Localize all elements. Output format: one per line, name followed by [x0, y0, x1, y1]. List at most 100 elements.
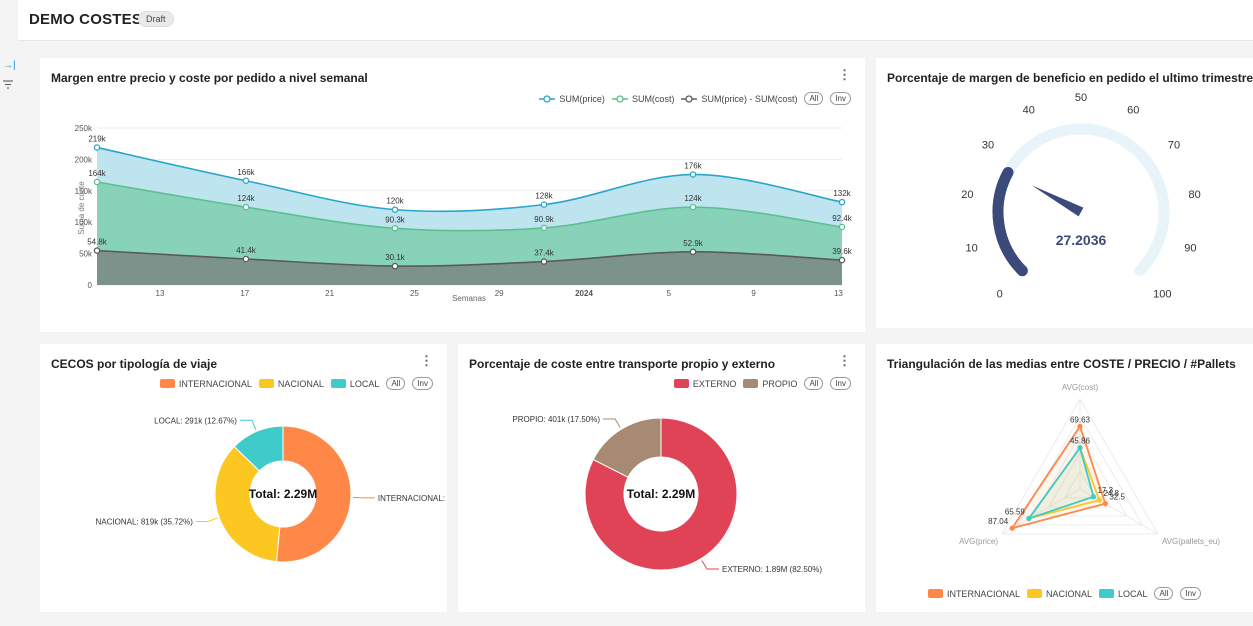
data-label: 120k: [386, 197, 404, 206]
radar-chart: AVG(cost) AVG(pallets_eu) AVG(price) 69.63 3…: [959, 383, 1220, 546]
legend-swatch: [330, 379, 346, 388]
y-tick-label: 200k: [75, 155, 93, 164]
radar-data-label: 24.8: [1103, 489, 1119, 498]
radar-grid-ring: [1032, 433, 1128, 517]
series-area-2: [97, 250, 842, 285]
legend-item-externo[interactable]: EXTERNO: [673, 379, 736, 389]
radar-data-label: 87.04: [988, 517, 1009, 526]
radar-point: [1077, 423, 1083, 429]
filter-icon[interactable]: [3, 80, 13, 89]
y-tick-label: 150k: [75, 187, 93, 196]
data-label: 219k: [88, 134, 106, 143]
legend-all-button[interactable]: All: [804, 92, 824, 105]
legend-all-button[interactable]: All: [1154, 587, 1174, 600]
legend-all-button[interactable]: All: [386, 377, 406, 390]
gauge-tick-label: 80: [1188, 189, 1200, 201]
legend-item-local[interactable]: LOCAL: [1098, 589, 1147, 599]
x-tick-label: 2024: [575, 289, 593, 298]
data-point: [93, 247, 101, 254]
donut-slice-propio: [592, 417, 662, 478]
radar-data-label: 45.86: [1070, 437, 1091, 446]
radar-grid-ring: [1047, 451, 1113, 508]
chart-legend: INTERNACIONAL NACIONAL LOCAL All Inv: [876, 587, 1253, 600]
data-label: 90.3k: [385, 215, 406, 224]
legend-label: NACIONAL: [277, 378, 324, 389]
legend-item-nacional[interactable]: NACIONAL: [1026, 589, 1092, 599]
legend-invert-button[interactable]: Inv: [1180, 587, 1202, 600]
legend-invert-button[interactable]: Inv: [830, 377, 851, 390]
radar-point: [1009, 525, 1015, 531]
radar-point: [1096, 497, 1102, 503]
legend-item-price[interactable]: SUM(price): [539, 94, 605, 104]
slice-label: PROPIO: 401k (17.50%): [512, 415, 600, 424]
radar-axis-label: AVG(pallets_eu): [1162, 537, 1220, 546]
radar-axis-label: AVG(price): [959, 537, 998, 546]
radar-point: [1090, 494, 1097, 500]
legend-swatch: [673, 379, 689, 388]
legend-item-propio[interactable]: PROPIO: [743, 379, 797, 389]
donut-slice-internacional: [275, 425, 352, 563]
legend-item-cost[interactable]: SUM(cost): [611, 94, 674, 104]
more-options-icon[interactable]: ⋮: [420, 353, 433, 368]
data-label: 124k: [684, 194, 702, 203]
legend-invert-button[interactable]: Inv: [830, 92, 851, 105]
legend-item-nacional[interactable]: NACIONAL: [258, 378, 324, 389]
data-point: [540, 224, 548, 232]
chart-panel-gauge: Porcentaje de margen de beneficio en ped…: [876, 58, 1253, 328]
data-label: 41.4k: [236, 246, 257, 255]
data-label: 90.9k: [534, 215, 555, 224]
data-point: [689, 171, 697, 178]
x-tick-label: 29: [495, 289, 504, 298]
data-label: 52.9k: [683, 239, 704, 248]
data-point: [689, 203, 697, 211]
chart-legend: EXTERNO PROPIO All Inv: [673, 377, 851, 390]
gauge-tick-label: 0: [997, 288, 1003, 300]
slice-label: NACIONAL: 819k (35.72%): [96, 518, 194, 527]
legend-label: INTERNACIONAL: [178, 378, 252, 389]
data-point: [540, 258, 548, 265]
radar-series-local: [1026, 445, 1095, 521]
series-line-1: [96, 181, 843, 232]
panel-title: Porcentaje de coste entre transporte pro…: [469, 357, 776, 371]
data-point: [689, 248, 697, 256]
expand-icon[interactable]: →|: [3, 60, 16, 71]
more-options-icon[interactable]: ⋮: [838, 353, 851, 368]
legend-item-margin[interactable]: SUM(price) - SUM(cost): [681, 94, 797, 104]
chart-panel-transporte: Porcentaje de coste entre transporte pro…: [458, 344, 865, 612]
slice-label: EXTERNO: 1.89M (82.50%): [722, 565, 822, 574]
panel-title: Margen entre precio y coste por pedido a…: [51, 71, 368, 85]
legend-item-internacional[interactable]: INTERNACIONAL: [927, 589, 1020, 599]
legend-swatch: [159, 379, 175, 388]
donut-center-label: Total: 2.29M: [249, 487, 317, 501]
donut-center-label: Total: 2.29M: [627, 487, 695, 501]
data-label: 124k: [237, 194, 255, 203]
more-options-icon[interactable]: ⋮: [838, 67, 851, 82]
y-tick-label: 250k: [75, 124, 93, 133]
label-leader-line: [701, 560, 719, 570]
legend-all-button[interactable]: All: [804, 377, 824, 390]
legend-invert-button[interactable]: Inv: [412, 377, 433, 390]
data-point: [242, 255, 250, 263]
radar-point: [1026, 515, 1032, 522]
gauge-needle: [1031, 185, 1084, 217]
data-point: [242, 177, 250, 185]
legend-item-local[interactable]: LOCAL: [330, 379, 379, 389]
data-label: 164k: [88, 169, 106, 178]
x-tick-label: 5: [667, 289, 672, 298]
gauge-value: 27.2036: [1056, 232, 1107, 248]
donut-chart: INTERNACIONAL: 1.18... NACIONAL: 819k (35…: [96, 416, 447, 563]
legend-swatch: [1026, 589, 1042, 598]
gauge-tick-label: 20: [961, 189, 973, 201]
y-tick-label: 100k: [75, 218, 93, 227]
gauge-progress: [992, 166, 1028, 277]
radar-point: [1077, 445, 1083, 451]
chart-panel-radar: Triangulación de las medias entre COSTE …: [876, 344, 1253, 612]
data-label: 128k: [535, 192, 553, 201]
gauge-tick-label: 40: [1023, 105, 1035, 117]
radar-grid-ring: [1063, 469, 1097, 499]
legend-swatch: [258, 379, 274, 388]
panel-title: Porcentaje de margen de beneficio en ped…: [887, 71, 1253, 85]
donut-slice-local: [233, 425, 284, 472]
legend-item-internacional[interactable]: INTERNACIONAL: [159, 378, 252, 389]
chart-legend: SUM(price) SUM(cost) SUM(price) - SUM(co…: [539, 92, 851, 105]
